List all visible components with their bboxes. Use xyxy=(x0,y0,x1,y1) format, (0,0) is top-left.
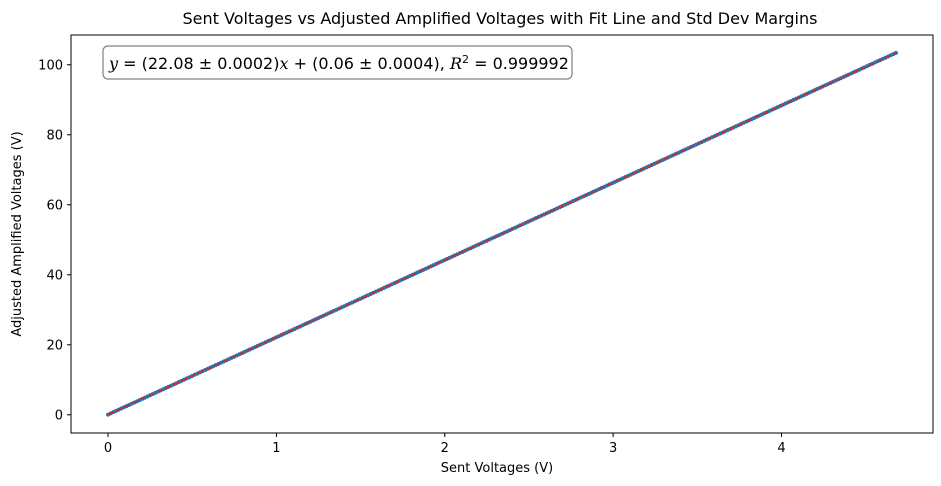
y-tick-label: 0 xyxy=(55,408,63,423)
eq-slope-part: = (22.08 ± 0.0002) xyxy=(118,54,279,73)
eq-r-var: R xyxy=(449,54,462,73)
eq-y-var: y xyxy=(108,54,119,73)
y-tick-label: 100 xyxy=(38,58,63,73)
fit-line-series xyxy=(107,52,897,416)
y-tick-label: 20 xyxy=(46,338,63,353)
fit-equation-annotation: y = (22.08 ± 0.0002)x + (0.06 ± 0.0004),… xyxy=(102,45,573,80)
fit-line xyxy=(107,52,897,416)
y-tick-label: 80 xyxy=(46,128,63,143)
y-axis-label: Adjusted Amplified Voltages (V) xyxy=(10,131,25,336)
x-tick-label: 3 xyxy=(609,441,617,456)
x-tick-label: 4 xyxy=(777,441,785,456)
eq-r-sup: 2 xyxy=(462,53,469,66)
y-tick-label: 60 xyxy=(46,198,63,213)
eq-x-var: x xyxy=(279,54,288,73)
y-axis: 0 20 40 60 80 100 xyxy=(38,58,71,423)
x-axis: 0 1 2 3 4 xyxy=(104,433,786,456)
chart-title: Sent Voltages vs Adjusted Amplified Volt… xyxy=(183,9,818,28)
y-tick-label: 40 xyxy=(46,268,63,283)
annotation-box xyxy=(102,45,573,80)
x-axis-label: Sent Voltages (V) xyxy=(441,461,553,476)
plot-area: 0 1 2 3 4 0 20 40 60 80 100 xyxy=(38,34,934,456)
x-tick-label: 2 xyxy=(441,441,449,456)
x-tick-label: 0 xyxy=(104,441,112,456)
eq-intercept-part: + (0.06 ± 0.0004), xyxy=(289,54,450,73)
x-tick-label: 1 xyxy=(272,441,280,456)
fit-equation-text: y = (22.08 ± 0.0002)x + (0.06 ± 0.0004),… xyxy=(108,53,569,74)
eq-r-value: = 0.999992 xyxy=(469,54,569,73)
plot-frame xyxy=(70,34,934,434)
